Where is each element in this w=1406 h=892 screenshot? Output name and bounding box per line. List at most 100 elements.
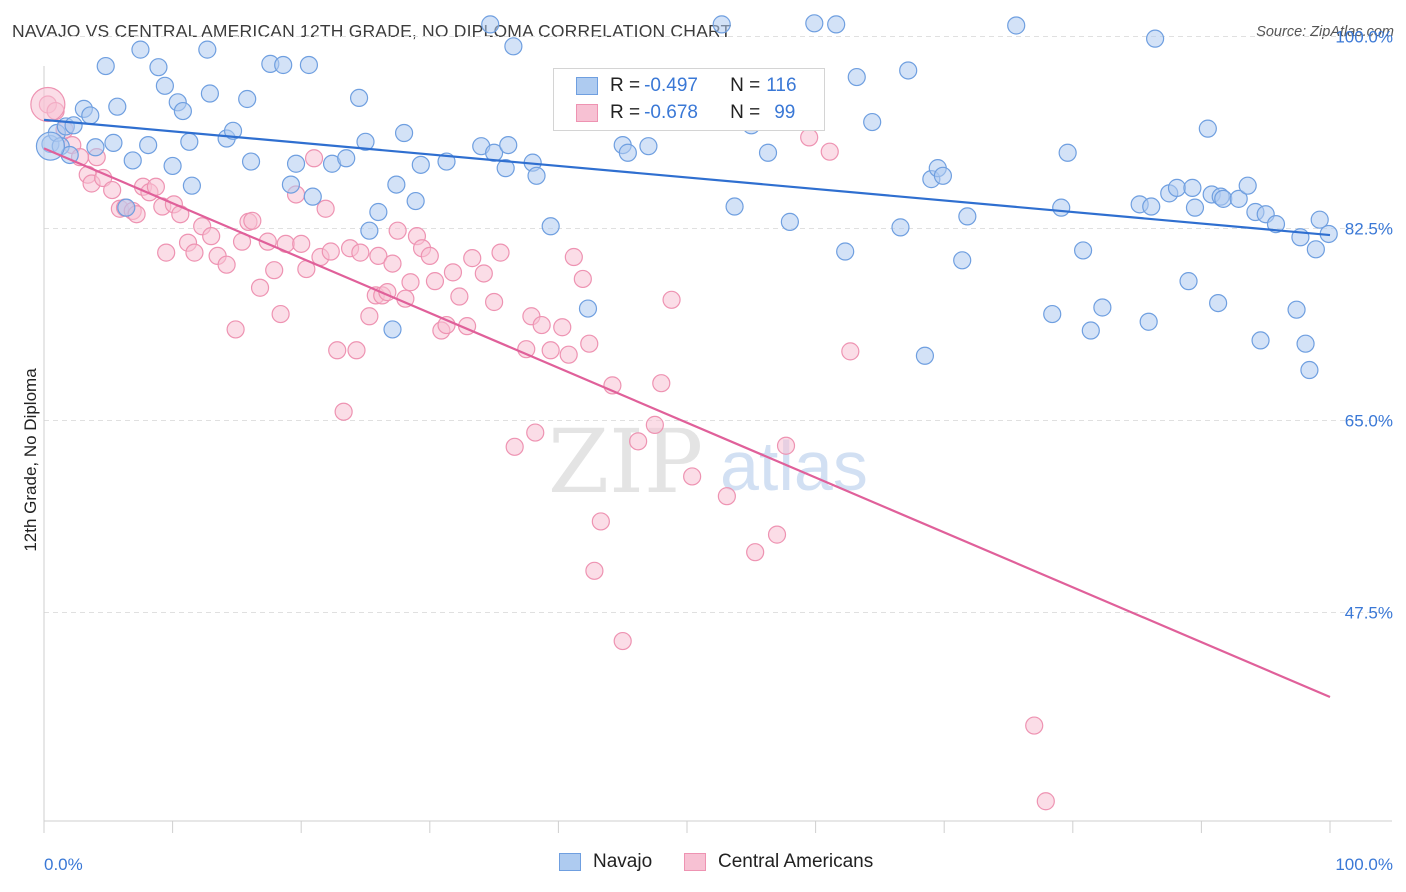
central-americans-point bbox=[265, 261, 284, 280]
navajo-point bbox=[1251, 331, 1270, 350]
navajo-point bbox=[953, 251, 972, 270]
navajo-point bbox=[504, 37, 523, 56]
central-americans-point bbox=[383, 254, 402, 273]
central-americans-point bbox=[629, 432, 648, 451]
navajo-point bbox=[104, 133, 123, 152]
legend-navajo-n-value: 116 bbox=[766, 75, 797, 96]
x-tick-label-min: 0.0% bbox=[44, 855, 83, 874]
central-americans-point bbox=[450, 287, 469, 306]
navajo-point bbox=[1052, 198, 1071, 217]
central-americans-point bbox=[226, 320, 245, 339]
navajo-point bbox=[387, 175, 406, 194]
central-americans-point bbox=[485, 292, 504, 312]
navajo-point bbox=[406, 191, 425, 211]
central-americans-point bbox=[304, 149, 324, 168]
central-americans-point bbox=[800, 128, 819, 147]
trend-lines bbox=[43, 118, 1331, 699]
navajo-point bbox=[958, 207, 977, 226]
correlation-legend: R = -0.497 N = 116 R = -0.678 N = 99 bbox=[553, 68, 825, 131]
navajo-point bbox=[1300, 360, 1319, 380]
navajo-point bbox=[117, 198, 136, 217]
legend-row-central: R = -0.678 N = 99 bbox=[576, 100, 795, 126]
navajo-point bbox=[1007, 16, 1026, 35]
navajo-point bbox=[863, 112, 882, 132]
navajo-point bbox=[64, 116, 83, 135]
central-americans-point bbox=[662, 290, 681, 309]
navajo-point bbox=[163, 156, 182, 176]
navajo-point bbox=[1093, 298, 1112, 317]
navajo-point bbox=[1142, 197, 1161, 216]
navajo-trend-line bbox=[43, 118, 1331, 237]
navajo-point bbox=[1167, 178, 1187, 197]
navajo-point bbox=[180, 132, 199, 151]
navajo-point bbox=[758, 143, 778, 162]
watermark: ZIP atlas bbox=[548, 410, 868, 513]
central-americans-point bbox=[645, 415, 664, 434]
central-americans-point bbox=[292, 234, 311, 253]
navajo-point bbox=[1296, 334, 1315, 353]
navajo-point bbox=[1185, 198, 1205, 217]
navajo-point bbox=[356, 132, 375, 151]
navajo-point bbox=[618, 143, 637, 162]
central-americans-point bbox=[388, 221, 407, 240]
central-americans-point bbox=[347, 341, 366, 360]
central-americans-point bbox=[717, 487, 736, 506]
navajo-point bbox=[1139, 312, 1158, 331]
navajo-point bbox=[639, 137, 658, 156]
legend-item-navajo[interactable]: Navajo bbox=[559, 851, 652, 873]
navajo-point bbox=[281, 175, 301, 194]
central-americans-point bbox=[1036, 792, 1055, 811]
series-legend: Navajo Central Americans bbox=[0, 851, 1406, 877]
navajo-point bbox=[198, 40, 217, 59]
navajo-point bbox=[496, 159, 515, 178]
central-americans-point bbox=[328, 341, 347, 360]
central-americans-point bbox=[401, 273, 420, 292]
navajo-point bbox=[86, 138, 105, 157]
navajo-point bbox=[1073, 241, 1093, 260]
central-americans-point bbox=[564, 247, 583, 267]
navajo-point bbox=[173, 101, 192, 121]
central-americans-point bbox=[526, 423, 545, 442]
navajo-point bbox=[369, 202, 388, 222]
central-americans-point bbox=[443, 263, 463, 282]
navajo-point bbox=[139, 135, 158, 155]
central-americans-point bbox=[746, 543, 765, 562]
navajo-point bbox=[1058, 143, 1077, 162]
navajo-point bbox=[1266, 214, 1286, 234]
x-tick-label-max: 100.0% bbox=[1335, 855, 1393, 874]
central-americans-point bbox=[841, 342, 860, 361]
central-americans-point bbox=[491, 243, 510, 262]
navajo-point bbox=[1198, 119, 1217, 138]
central-americans-point bbox=[217, 255, 236, 274]
navajo-point bbox=[411, 155, 430, 174]
central-americans-point bbox=[425, 272, 445, 291]
navajo-point bbox=[805, 14, 824, 33]
navajo-point bbox=[780, 212, 799, 231]
navajo-point bbox=[836, 242, 855, 261]
navajo-point bbox=[200, 84, 219, 103]
navajo-point bbox=[360, 221, 379, 240]
navajo-point bbox=[241, 152, 261, 171]
legend-central-r-value: -0.678 bbox=[644, 102, 698, 123]
central-americans-point bbox=[776, 436, 796, 455]
central-americans-point bbox=[463, 249, 482, 268]
central-legend-swatch bbox=[684, 853, 706, 871]
navajo-point bbox=[725, 197, 744, 216]
y-tick-label: 82.5% bbox=[1345, 219, 1393, 238]
navajo-legend-swatch bbox=[559, 853, 581, 871]
legend-item-central[interactable]: Central Americans bbox=[684, 851, 873, 873]
navajo-swatch bbox=[576, 77, 598, 95]
y-tick-label: 47.5% bbox=[1345, 604, 1393, 623]
central-americans-point bbox=[157, 243, 176, 262]
navajo-point bbox=[1310, 210, 1329, 229]
central-americans-trend-line bbox=[43, 147, 1331, 699]
central-americans-point bbox=[369, 246, 388, 266]
navajo-point bbox=[1043, 304, 1062, 324]
central-americans-point bbox=[243, 211, 262, 230]
legend-navajo-r-label: R = bbox=[610, 75, 641, 96]
legend-row-navajo: R = -0.497 N = 116 bbox=[576, 73, 797, 99]
navajo-point bbox=[847, 67, 866, 87]
navajo-point bbox=[915, 346, 935, 365]
central-americans-point bbox=[532, 315, 551, 335]
navajo-point bbox=[223, 121, 243, 140]
